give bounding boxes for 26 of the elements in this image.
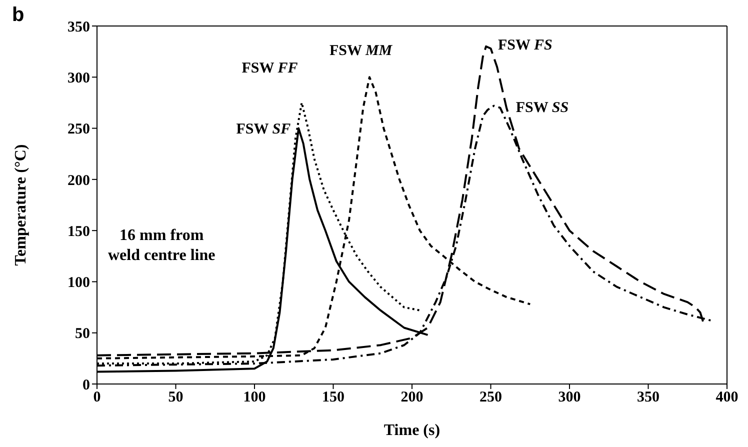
y-axis-title: Temperature (°C) xyxy=(12,144,30,266)
x-tick-label: 250 xyxy=(480,390,502,406)
y-tick-label: 200 xyxy=(68,172,90,189)
x-axis-title: Time (s) xyxy=(384,422,440,439)
y-tick-label: 50 xyxy=(75,326,90,342)
x-tick-label: 400 xyxy=(716,390,738,406)
x-tick-label: 350 xyxy=(637,390,660,406)
chart-title: b xyxy=(12,4,24,27)
x-tick-label: 150 xyxy=(322,390,344,406)
y-tick-label: 100 xyxy=(68,275,90,292)
series-label: FSW MM xyxy=(329,43,393,60)
series-label: FSW SF xyxy=(236,121,291,138)
series-label: FSW FS xyxy=(498,37,552,54)
y-tick-label: 150 xyxy=(68,224,90,240)
series-label: FSW SS xyxy=(516,100,569,116)
x-tick-label: 200 xyxy=(400,390,424,406)
series-label: FSW FF xyxy=(242,60,298,77)
x-tick-label: 0 xyxy=(93,390,101,406)
x-tick-label: 300 xyxy=(558,390,581,406)
x-tick-label: 50 xyxy=(168,390,184,406)
y-tick-label: 350 xyxy=(68,19,90,36)
y-tick-label: 300 xyxy=(68,70,90,86)
x-tick-label: 100 xyxy=(243,390,266,406)
y-tick-label: 0 xyxy=(82,377,90,394)
y-tick-label: 250 xyxy=(68,122,90,138)
annotation: 16 mm from weld centre line xyxy=(108,226,216,266)
